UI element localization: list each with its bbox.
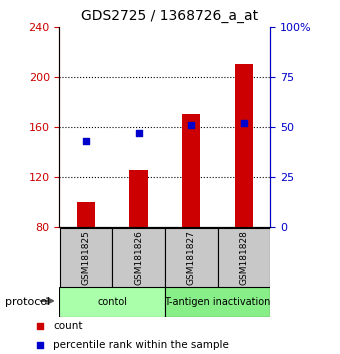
Text: protocol: protocol — [5, 297, 50, 307]
Text: GSM181827: GSM181827 — [187, 230, 196, 285]
Text: GSM181825: GSM181825 — [81, 230, 90, 285]
Bar — [165, 287, 270, 317]
Point — [37, 323, 43, 329]
Bar — [129, 170, 148, 227]
Text: count: count — [53, 321, 83, 331]
Bar — [165, 228, 218, 287]
Text: GDS2725 / 1368726_a_at: GDS2725 / 1368726_a_at — [82, 9, 258, 23]
Point — [37, 342, 43, 348]
Bar — [112, 228, 165, 287]
Point — [241, 120, 246, 125]
Bar — [182, 114, 201, 227]
Text: GSM181828: GSM181828 — [239, 230, 249, 285]
Text: percentile rank within the sample: percentile rank within the sample — [53, 340, 229, 350]
Bar — [59, 287, 165, 317]
Point — [188, 122, 194, 127]
Bar — [218, 228, 270, 287]
Text: contol: contol — [97, 297, 127, 307]
Bar — [59, 228, 112, 287]
Point — [83, 138, 88, 143]
Bar — [76, 201, 95, 227]
Text: T-antigen inactivation: T-antigen inactivation — [165, 297, 271, 307]
Bar — [235, 64, 253, 227]
Text: GSM181826: GSM181826 — [134, 230, 143, 285]
Point — [136, 130, 141, 135]
